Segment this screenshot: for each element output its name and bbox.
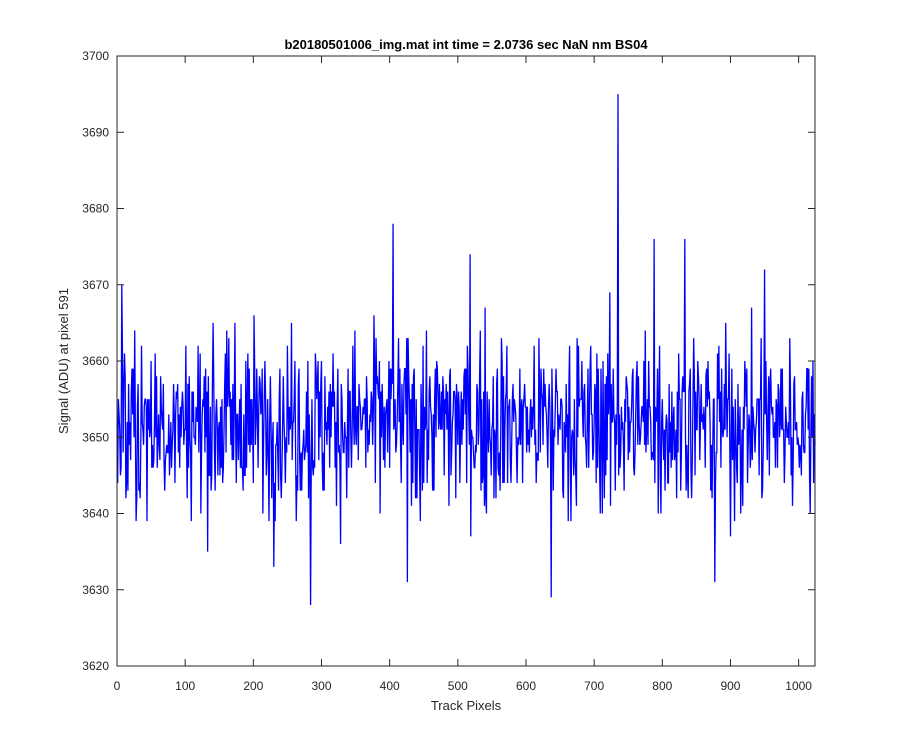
y-tick-label: 3650 [82, 430, 109, 444]
y-tick-label: 3680 [82, 202, 109, 216]
y-axis-label: Signal (ADU) at pixel 591 [56, 288, 71, 434]
x-tick-label: 0 [114, 679, 121, 693]
plot-background [117, 56, 815, 666]
x-axis-label: Track Pixels [431, 698, 502, 713]
y-tick-label: 3640 [82, 507, 109, 521]
y-tick-label: 3660 [82, 354, 109, 368]
x-tick-label: 100 [175, 679, 195, 693]
x-tick-label: 200 [243, 679, 263, 693]
signal-series-line [117, 94, 816, 606]
y-tick-label: 3690 [82, 125, 109, 139]
x-tick-label: 400 [380, 679, 400, 693]
tick-layer: 0 100 200 300 400 500 600 700 800 900 1000 3620 3630… [82, 49, 815, 693]
x-tick-label: 900 [720, 679, 740, 693]
x-tick-label: 800 [652, 679, 672, 693]
x-tick-label: 1000 [785, 679, 812, 693]
x-tick-label: 600 [516, 679, 536, 693]
y-tick-label: 3630 [82, 583, 109, 597]
chart-title: b20180501006_img.mat int time = 2.0736 s… [284, 37, 648, 52]
y-tick-label: 3620 [82, 659, 109, 673]
x-tick-label: 300 [311, 679, 331, 693]
x-tick-label: 500 [448, 679, 468, 693]
series-layer [117, 94, 816, 606]
x-tick-label: 700 [584, 679, 604, 693]
y-tick-label: 3700 [82, 49, 109, 63]
y-tick-label: 3670 [82, 278, 109, 292]
